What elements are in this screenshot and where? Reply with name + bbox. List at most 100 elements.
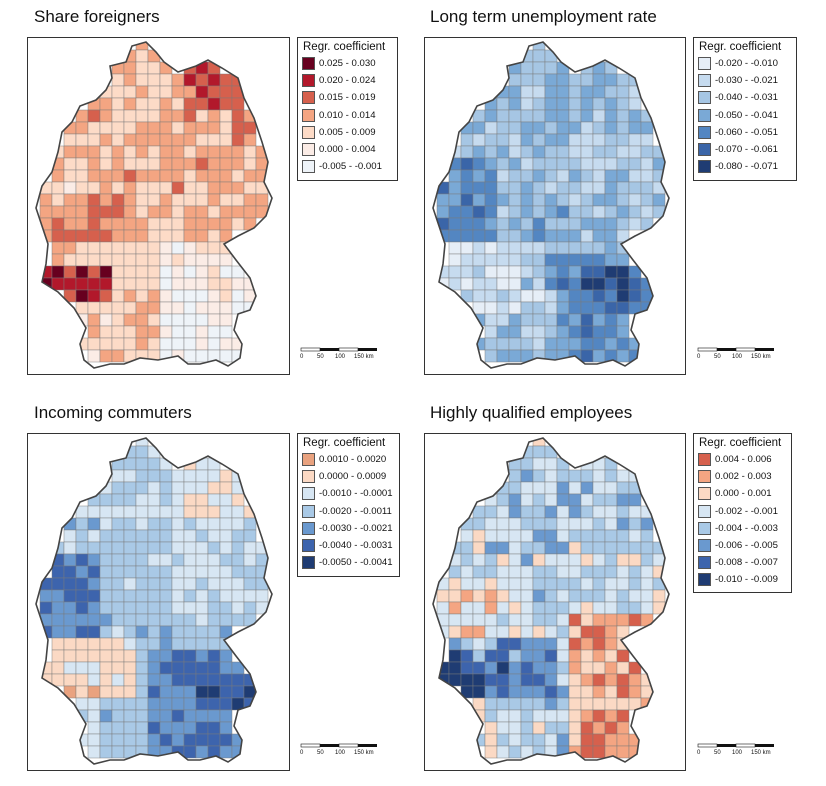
district-cell: [532, 133, 546, 147]
district-cell: [496, 337, 510, 351]
district-cell: [147, 709, 161, 723]
district-cell: [99, 253, 113, 267]
legend-label: 0.002 - 0.003: [715, 471, 772, 483]
district-cell: [195, 169, 209, 183]
district-cell: [592, 493, 606, 507]
district-cell: [592, 325, 606, 339]
scale-bar: 0 50 100 150 km: [300, 347, 377, 360]
district-cell: [171, 613, 185, 627]
district-cell: [171, 565, 185, 579]
district-cell: [63, 553, 77, 567]
legend-title: Regr. coefficient: [699, 41, 782, 53]
district-cell: [51, 601, 65, 615]
district-cell: [183, 733, 197, 747]
district-cell: [99, 673, 113, 687]
district-cell: [219, 193, 233, 207]
district-cell: [568, 613, 582, 627]
legend-item: 0.004 - 0.006: [698, 451, 787, 468]
map-frame: [27, 37, 290, 375]
district-regions: [39, 438, 269, 759]
district-cell: [544, 721, 558, 735]
district-cell: [243, 553, 257, 567]
district-cell: [135, 313, 149, 327]
district-cell: [219, 493, 233, 507]
district-cell: [628, 685, 642, 699]
district-cell: [243, 517, 257, 531]
district-cell: [520, 625, 534, 639]
district-cell: [207, 133, 221, 147]
district-cell: [111, 253, 125, 267]
district-cell: [171, 601, 185, 615]
district-cell: [496, 109, 510, 123]
district-cell: [496, 565, 510, 579]
district-cell: [568, 637, 582, 651]
district-cell: [448, 565, 462, 579]
district-cell: [231, 613, 245, 627]
district-cell: [75, 637, 89, 651]
district-cell: [580, 505, 594, 519]
district-cell: [520, 97, 534, 111]
district-cell: [75, 673, 89, 687]
district-cell: [195, 709, 209, 723]
district-cell: [616, 685, 630, 699]
district-cell: [111, 577, 125, 591]
scale-bar: 0 50 100 150 km: [697, 347, 774, 360]
district-cell: [496, 85, 510, 99]
district-cell: [147, 97, 161, 111]
district-cell: [556, 205, 570, 219]
district-cell: [219, 469, 233, 483]
district-cell: [484, 553, 498, 567]
district-cell: [520, 217, 534, 231]
district-cell: [532, 325, 546, 339]
district-cell: [532, 745, 546, 759]
district-cell: [75, 565, 89, 579]
district-cell: [87, 613, 101, 627]
legend-label: 0.015 - 0.019: [319, 92, 376, 104]
district-cell: [171, 85, 185, 99]
district-cell: [544, 229, 558, 243]
district-cell: [159, 97, 173, 111]
district-cell: [472, 289, 486, 303]
district-cell: [111, 277, 125, 291]
district-cell: [63, 661, 77, 675]
district-cell: [51, 205, 65, 219]
district-cell: [135, 589, 149, 603]
district-cell: [556, 637, 570, 651]
district-cell: [580, 241, 594, 255]
district-cell: [460, 229, 474, 243]
district-cell: [604, 121, 618, 135]
district-cell: [580, 169, 594, 183]
district-cell: [628, 181, 642, 195]
district-cell: [472, 649, 486, 663]
district-cell: [556, 349, 570, 363]
district-cell: [544, 673, 558, 687]
district-cell: [544, 733, 558, 747]
district-cell: [123, 85, 137, 99]
district-cell: [99, 301, 113, 315]
district-cell: [568, 157, 582, 171]
district-cell: [604, 553, 618, 567]
district-cell: [616, 217, 630, 231]
legend-item: -0.005 - -0.001: [302, 158, 393, 175]
district-cell: [496, 205, 510, 219]
district-cell: [135, 481, 149, 495]
district-cell: [568, 661, 582, 675]
district-cell: [544, 469, 558, 483]
district-cell: [604, 181, 618, 195]
district-cell: [532, 205, 546, 219]
district-cell: [520, 61, 534, 75]
district-cell: [568, 589, 582, 603]
district-cell: [195, 493, 209, 507]
district-cell: [219, 109, 233, 123]
district-cell: [616, 541, 630, 555]
district-cell: [99, 733, 113, 747]
district-cell: [556, 85, 570, 99]
district-cell: [496, 229, 510, 243]
district-cell: [147, 649, 161, 663]
district-cell: [135, 265, 149, 279]
district-cell: [207, 685, 221, 699]
district-cell: [508, 277, 522, 291]
district-cell: [472, 673, 486, 687]
legend-swatch: [302, 521, 315, 535]
district-cell: [532, 85, 546, 99]
